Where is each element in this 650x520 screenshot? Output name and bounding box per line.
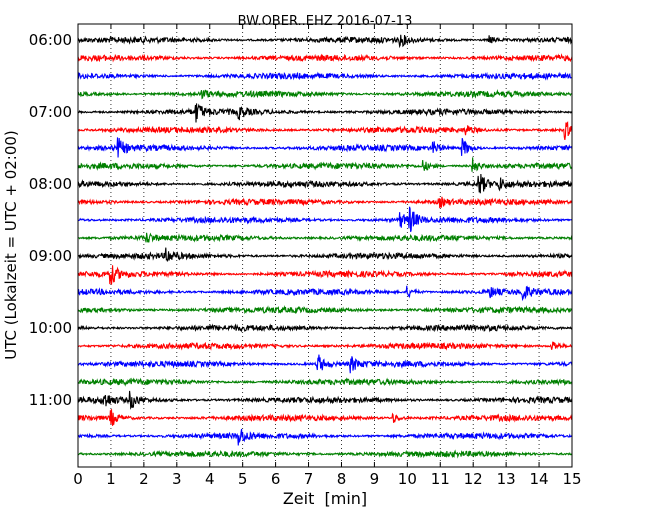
x-tick-label: 7 (304, 470, 314, 488)
x-tick-label: 4 (205, 470, 215, 488)
x-tick-label: 14 (530, 470, 549, 488)
trace-1030 (77, 354, 573, 374)
x-tick-label: 3 (172, 470, 182, 488)
trace-0700 (77, 103, 573, 123)
trace-0930 (77, 285, 573, 302)
trace-0715 (77, 121, 573, 140)
trace-0815 (77, 196, 573, 209)
trace-0945 (77, 305, 573, 315)
x-tick-label: 13 (497, 470, 516, 488)
x-tick-label: 15 (562, 470, 581, 488)
y-tick-label: 09:00 (29, 247, 72, 265)
x-tick-label: 11 (431, 470, 450, 488)
y-tick-label: 08:00 (29, 175, 72, 193)
trace-1045 (77, 377, 573, 387)
trace-1000 (77, 323, 573, 333)
y-axis-label: UTC (Lokalzeit = UTC + 02:00) (2, 130, 20, 360)
x-tick-label: 2 (139, 470, 149, 488)
y-axis-ticks: 06:00 07:00 08:00 09:00 10:00 11:00 (29, 31, 572, 409)
x-tick-label: 5 (238, 470, 248, 488)
trace-1130 (77, 428, 573, 446)
x-axis-ticks: 0 1 2 3 4 5 6 7 8 9 10 11 12 13 14 15 (73, 24, 582, 488)
trace-0800 (77, 173, 573, 194)
trace-0600 (77, 34, 573, 49)
x-tick-label: 0 (73, 470, 83, 488)
trace-0730 (77, 137, 573, 158)
trace-0845 (77, 232, 573, 243)
x-tick-label: 9 (370, 470, 380, 488)
plot-frame (77, 23, 573, 468)
trace-0630 (77, 71, 573, 81)
x-tick-label: 8 (337, 470, 347, 488)
x-axis-label: Zeit [min] (283, 489, 367, 508)
y-tick-label: 10:00 (29, 319, 72, 337)
trace-0745 (77, 157, 573, 172)
trace-0615 (77, 53, 573, 63)
y-tick-label: 06:00 (29, 31, 72, 49)
chart-title: BW.OBER..EHZ 2016-07-13 (238, 14, 413, 29)
trace-1100 (77, 390, 573, 410)
trace-1015 (77, 341, 573, 351)
trace-0915 (77, 265, 573, 285)
seismic-traces (77, 34, 573, 459)
trace-0645 (77, 88, 573, 100)
trace-1115 (77, 409, 573, 426)
y-tick-label: 11:00 (29, 391, 72, 409)
x-tick-label: 12 (464, 470, 483, 488)
y-tick-label: 07:00 (29, 103, 72, 121)
x-tick-label: 1 (106, 470, 116, 488)
x-tick-label: 10 (398, 470, 417, 488)
trace-1145 (77, 449, 573, 459)
x-tick-label: 6 (271, 470, 281, 488)
trace-0900 (77, 247, 573, 262)
trace-0830 (77, 206, 573, 233)
